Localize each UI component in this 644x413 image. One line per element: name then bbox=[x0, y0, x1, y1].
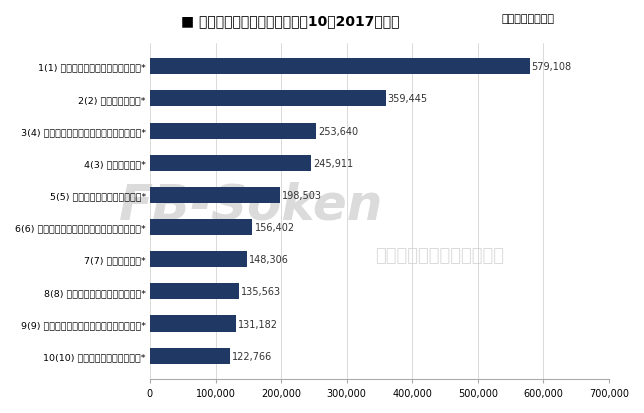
Text: 131,182: 131,182 bbox=[238, 319, 278, 329]
Text: FB-Soken: FB-Soken bbox=[118, 181, 383, 229]
Text: 253,640: 253,640 bbox=[318, 126, 358, 136]
Bar bbox=[150, 188, 280, 204]
Bar bbox=[150, 252, 247, 268]
Text: ■ 外食上場企業・売上高ベスト10（2017年度）: ■ 外食上場企業・売上高ベスト10（2017年度） bbox=[180, 14, 399, 28]
Text: （単位：百万円）: （単位：百万円） bbox=[502, 14, 554, 24]
Text: フードビジネス総合研究所: フードビジネス総合研究所 bbox=[375, 246, 504, 264]
Text: 579,108: 579,108 bbox=[532, 62, 572, 72]
Bar bbox=[150, 155, 311, 171]
Bar bbox=[150, 284, 239, 300]
Text: 148,306: 148,306 bbox=[249, 254, 289, 265]
Bar bbox=[150, 91, 386, 107]
Text: 198,503: 198,503 bbox=[282, 190, 322, 200]
Bar bbox=[150, 348, 231, 364]
Text: 135,563: 135,563 bbox=[241, 287, 281, 297]
Bar bbox=[150, 123, 316, 139]
Text: 156,402: 156,402 bbox=[254, 223, 294, 233]
Bar bbox=[150, 316, 236, 332]
Text: 359,445: 359,445 bbox=[388, 94, 428, 104]
Bar bbox=[150, 59, 530, 75]
Text: 122,766: 122,766 bbox=[232, 351, 272, 361]
Bar bbox=[150, 219, 252, 235]
Text: 245,911: 245,911 bbox=[313, 158, 354, 169]
